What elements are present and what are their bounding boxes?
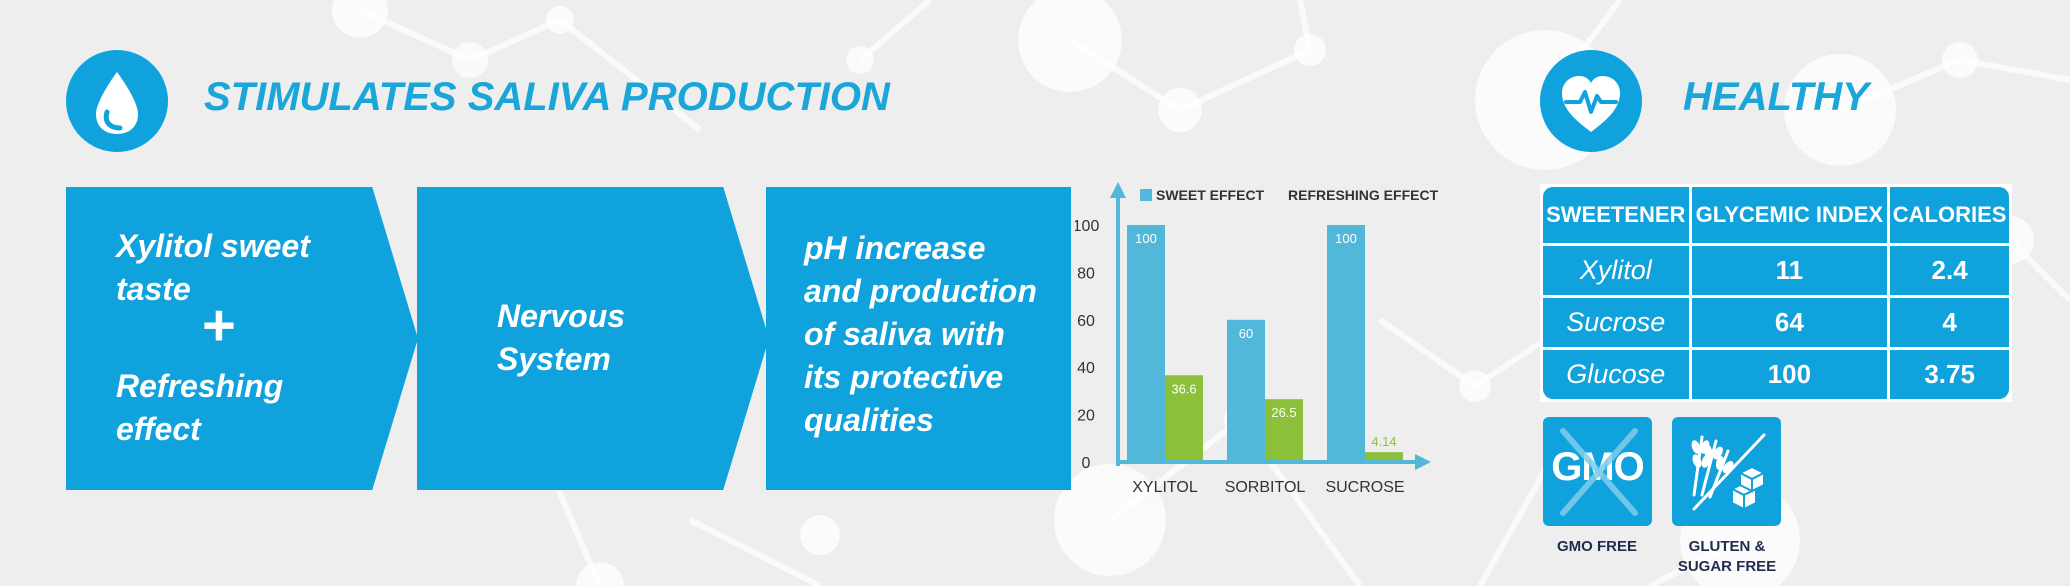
table-header-calories: CALORIES	[1890, 187, 2009, 243]
table-cell-calories: 4	[1890, 298, 2009, 347]
gmo-free-label: GMO FREE	[1556, 538, 1637, 555]
y-tick-label: 80	[1077, 265, 1095, 282]
gluten-sugar-free-label: GLUTEN & SUGAR FREE	[1677, 538, 1777, 575]
bar-sweet	[1327, 225, 1365, 462]
legend-label-refreshing: REFRESHING EFFECT	[1288, 187, 1439, 203]
y-tick-label: 20	[1077, 408, 1095, 425]
y-axis-arrow	[1110, 182, 1126, 198]
table-header-row: SWEETENER GLYCEMIC INDEX CALORIES	[1543, 187, 2009, 243]
saliva-section-title: STIMULATES SALIVA PRODUCTION	[204, 75, 890, 119]
x-category-label: SUCROSE	[1325, 479, 1404, 496]
legend-label-sweet: SWEET EFFECT	[1156, 187, 1265, 203]
healthy-section-title: HEALTHY	[1683, 75, 1869, 119]
bar-sweet	[1227, 319, 1265, 462]
table-row: Sucrose 64 4	[1543, 298, 2009, 347]
process-step-nervous-system: Nervous System	[417, 187, 769, 490]
table-cell-glycemic: 11	[1691, 246, 1888, 295]
water-drop-icon	[96, 72, 138, 134]
bar-refreshing	[1365, 452, 1403, 462]
saliva-icon-circle	[66, 50, 168, 152]
heart-pulse-icon	[1562, 76, 1620, 132]
table-cell-sweetener: Sucrose	[1543, 298, 1689, 347]
data-label: 100	[1335, 231, 1357, 246]
table-header-sweetener: SWEETENER	[1543, 187, 1689, 243]
table-cell-calories: 2.4	[1890, 246, 2009, 295]
table-cell-calories: 3.75	[1890, 350, 2009, 399]
x-axis-arrow	[1415, 454, 1431, 470]
data-label: 4.14	[1371, 434, 1396, 449]
table-cell-glycemic: 64	[1691, 298, 1888, 347]
table-header-glycemic-index: GLYCEMIC INDEX	[1691, 187, 1888, 243]
healthy-icon-circle	[1540, 50, 1642, 152]
bar-refreshing	[1265, 399, 1303, 462]
legend-swatch-sweet	[1140, 189, 1152, 201]
y-tick-label: 40	[1077, 360, 1095, 377]
gmo-crossed-icon	[1560, 428, 1638, 516]
table-cell-sweetener: Xylitol	[1543, 246, 1689, 295]
process-step-taste: Xylitol sweet taste + Refreshing effect	[66, 187, 418, 490]
gmo-free-badge: GMO	[1543, 417, 1652, 526]
x-category-label: SORBITOL	[1225, 479, 1306, 496]
glycemic-table: SWEETENER GLYCEMIC INDEX CALORIES Xylito…	[1540, 184, 2012, 402]
data-label: 100	[1135, 231, 1157, 246]
x-category-label: XYLITOL	[1132, 479, 1198, 496]
process-step-ph-saliva: pH increase and production of saliva wit…	[766, 187, 1071, 490]
table-row: Glucose 100 3.75	[1543, 350, 2009, 399]
step-refreshing-text: Refreshing effect	[116, 368, 284, 447]
gluten-sugar-free-badge	[1672, 417, 1781, 526]
bar-sweet	[1127, 225, 1165, 462]
step-taste-text: Xylitol sweet taste	[116, 228, 310, 307]
step-nervous-text: Nervous System	[497, 298, 626, 377]
y-tick-label: 60	[1077, 313, 1095, 330]
table-cell-glycemic: 100	[1691, 350, 1888, 399]
wheat-sugar-crossed-icon	[1691, 433, 1767, 511]
data-label: 36.6	[1171, 381, 1196, 396]
data-label: 26.5	[1271, 405, 1296, 420]
bar-refreshing	[1165, 375, 1203, 462]
data-label: 60	[1239, 326, 1253, 341]
table-row: Xylitol 11 2.4	[1543, 246, 2009, 295]
plus-sign: +	[202, 293, 236, 358]
table-cell-sweetener: Glucose	[1543, 350, 1689, 399]
y-tick-label: 0	[1082, 455, 1091, 472]
y-tick-label: 100	[1075, 218, 1099, 235]
sweet-refreshing-bar-chart: 0 20 40 60 80 100 100 60 100 36.6 26.5 4.14 XYLITOL…	[1075, 182, 1439, 496]
step-ph-text: pH increase and production of saliva wit…	[804, 230, 1037, 438]
